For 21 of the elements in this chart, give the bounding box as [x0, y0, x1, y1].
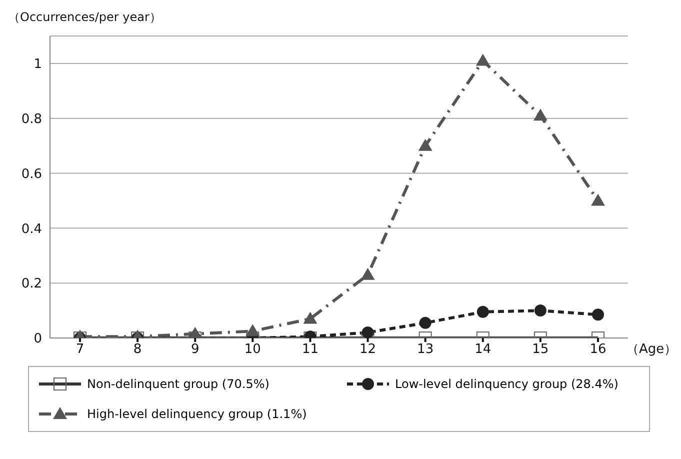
y-tick-label: 1 — [34, 57, 42, 72]
y-tick-label: 0.2 — [21, 276, 42, 292]
y-tick-label: 0.4 — [21, 222, 42, 237]
y-axis-title: （Occurrences/per year） — [8, 9, 162, 26]
x-tick-label: 12 — [360, 342, 376, 358]
legend-label: High-level delinquency group (1.1%) — [87, 407, 307, 421]
y-tick-label: 0 — [34, 332, 42, 347]
x-tick-label: 16 — [590, 342, 606, 358]
y-tick-label: 0.8 — [21, 112, 42, 127]
x-tick-label: 15 — [532, 342, 549, 358]
x-tick-label: 9 — [190, 342, 200, 358]
legend-label: Low-level delinquency group (28.4%) — [395, 377, 618, 391]
x-tick-label: 13 — [417, 342, 434, 358]
x-tick-label: 11 — [302, 342, 318, 358]
x-axis-title: （Age） — [626, 341, 678, 358]
x-tick-label: 7 — [76, 342, 84, 358]
legend-label: Non-delinquent group (70.5%) — [87, 377, 270, 391]
x-tick-label: 10 — [244, 342, 261, 358]
x-tick-label: 14 — [474, 342, 492, 358]
x-tick-label: 8 — [133, 342, 142, 358]
y-tick-label: 0.6 — [21, 166, 42, 182]
